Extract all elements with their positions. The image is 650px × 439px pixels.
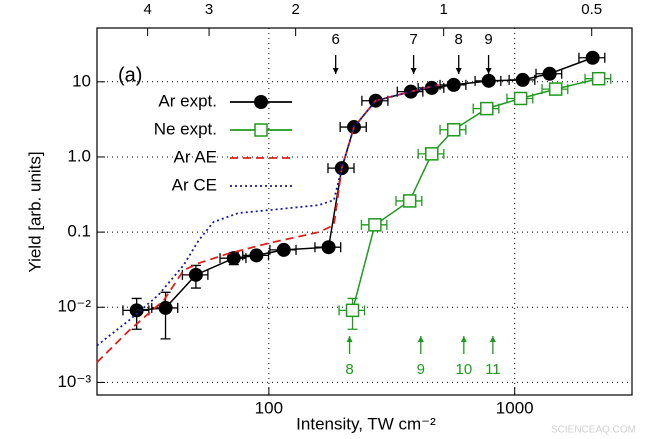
legend-label: Ne expt. xyxy=(154,119,217,138)
y-tick-label: 10 xyxy=(72,71,91,90)
arrow-head xyxy=(346,336,353,342)
series-line xyxy=(96,84,439,363)
arrow-label: 8 xyxy=(345,361,353,378)
arrow-label: 9 xyxy=(417,361,425,378)
x2-tick-label: 3 xyxy=(205,1,213,18)
point xyxy=(188,267,203,282)
point xyxy=(542,66,557,81)
legend-marker xyxy=(254,95,268,109)
arrow-head xyxy=(410,68,417,74)
point xyxy=(480,101,494,116)
x-tick-label: 1000 xyxy=(496,398,534,417)
arrow-label: 6 xyxy=(332,31,340,48)
x-tick-label: 100 xyxy=(255,398,283,417)
arrow-head xyxy=(489,336,496,342)
arrow-label: 8 xyxy=(455,31,463,48)
point xyxy=(446,77,461,92)
arrow-head xyxy=(485,68,492,74)
legend-marker xyxy=(254,123,268,137)
panel-label: (a) xyxy=(118,64,142,86)
point xyxy=(424,80,439,95)
x2-tick-label: 1 xyxy=(439,1,447,18)
y-tick-label: 1.0 xyxy=(67,146,91,165)
x2-tick-label: 4 xyxy=(143,1,151,18)
arrow-label: 9 xyxy=(484,31,492,48)
point xyxy=(548,82,563,96)
arrow-head xyxy=(460,336,467,342)
arrow-label: 11 xyxy=(485,361,501,378)
y-tick-label: 0.1 xyxy=(67,222,91,241)
legend-label: Ar CE xyxy=(172,175,217,194)
point xyxy=(368,218,382,232)
point xyxy=(591,71,606,86)
plot-frame xyxy=(96,27,633,396)
point xyxy=(402,194,417,208)
arrow-label: 10 xyxy=(455,361,472,378)
y-error-bar xyxy=(160,291,171,340)
point xyxy=(276,242,291,257)
point xyxy=(515,72,530,87)
point xyxy=(226,251,241,266)
point xyxy=(425,147,439,161)
legend-label: Ar expt. xyxy=(158,91,217,110)
y-tick-label: 10⁻² xyxy=(57,297,91,316)
legend-label: Ar AE xyxy=(174,147,217,166)
point xyxy=(158,300,173,315)
arrow-head xyxy=(455,68,462,74)
y-axis-label: Yield [arb. units] xyxy=(25,151,44,272)
point xyxy=(129,303,144,318)
x2-tick-label: 2 xyxy=(291,1,299,18)
y-tick-label: 10⁻³ xyxy=(57,372,91,391)
point xyxy=(481,73,496,88)
point xyxy=(321,240,336,255)
x2-tick-label: 0.5 xyxy=(581,1,602,18)
watermark: SCIENCEAQ.COM xyxy=(551,425,636,436)
point xyxy=(249,248,264,263)
series-line xyxy=(351,77,599,311)
x-axis-label: Intensity, TW cm⁻² xyxy=(296,414,436,433)
point xyxy=(585,50,600,65)
arrow-head xyxy=(417,336,424,342)
arrow-label: 7 xyxy=(409,31,417,48)
arrow-head xyxy=(332,68,339,74)
point xyxy=(513,91,528,106)
point xyxy=(345,303,360,318)
point xyxy=(446,123,461,137)
